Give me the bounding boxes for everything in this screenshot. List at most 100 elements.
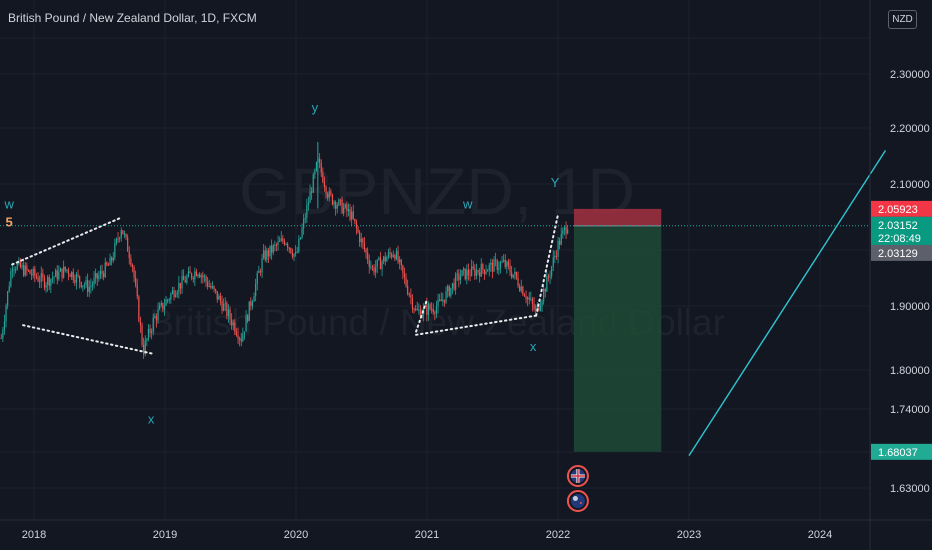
candle-body: [138, 296, 140, 322]
candle-body: [520, 286, 522, 291]
candle-body: [535, 308, 537, 310]
candle-body: [223, 304, 225, 311]
candle-body: [544, 289, 546, 292]
candle-body: [117, 238, 119, 240]
candle-body: [171, 290, 174, 294]
candle-body: [64, 266, 66, 271]
candle-body: [122, 230, 124, 235]
candle-body: [256, 272, 258, 284]
economic-events[interactable]: [566, 465, 589, 512]
candle-body: [154, 316, 156, 318]
candle-body: [400, 259, 402, 266]
candle-body: [269, 245, 271, 257]
candle-body: [10, 271, 12, 287]
candle-body: [216, 290, 218, 300]
candle-body: [279, 240, 281, 242]
candle-body: [101, 271, 103, 274]
candle-body: [408, 293, 410, 296]
candle-body: [434, 312, 436, 314]
candle-body: [219, 295, 222, 302]
candle-body: [173, 290, 175, 298]
candle-body: [7, 291, 9, 306]
candlestick-series: [0, 142, 569, 359]
candle-body: [443, 299, 446, 303]
candle-body: [227, 309, 230, 317]
take-profit-zone: [573, 225, 662, 452]
candle-body: [394, 255, 396, 260]
candle-body: [419, 309, 422, 318]
candle-body: [295, 252, 297, 254]
candle-body: [80, 282, 82, 288]
candle-body: [215, 289, 217, 291]
candle-body: [514, 271, 516, 275]
projection-line[interactable]: [688, 150, 887, 457]
candle-body: [354, 218, 356, 222]
candle-body: [125, 233, 127, 238]
y-tick-label: 1.80000: [890, 365, 930, 377]
grid-lines: [0, 0, 870, 520]
x-tick-label: 2023: [677, 529, 701, 541]
candle-body: [168, 299, 170, 301]
candle-body: [327, 193, 329, 198]
candle-body: [234, 322, 236, 333]
wave-label: 5: [6, 215, 13, 230]
trendlines[interactable]: [11, 213, 559, 355]
candle-body: [226, 303, 228, 317]
candle-body: [29, 270, 31, 274]
candle-body: [170, 293, 172, 300]
candle-body: [370, 266, 372, 268]
candle-body: [488, 264, 490, 271]
y-axis-ticks: 2.30000 2.20000 2.10000 1.90000 1.80000 1.740…: [890, 18, 930, 495]
candle-body: [77, 274, 79, 276]
trendline: [535, 213, 559, 317]
y-tick-label: 2.30000: [890, 69, 930, 81]
candle-body: [515, 271, 518, 278]
candle-body: [552, 257, 554, 267]
y-tick-label: 1.74000: [890, 404, 930, 416]
candle-body: [323, 182, 326, 187]
candle-body: [445, 291, 447, 303]
candle-body: [48, 276, 50, 286]
candle-body: [40, 273, 42, 282]
candle-body: [237, 335, 239, 340]
candle-body: [464, 268, 466, 280]
position-tool[interactable]: [573, 208, 662, 452]
candle-body: [451, 283, 454, 288]
candle-body: [528, 297, 530, 300]
candle-body: [456, 273, 458, 275]
candle-body: [115, 238, 118, 243]
candle-body: [507, 261, 510, 266]
candle-body: [301, 228, 303, 238]
y-tick-label: 1.90000: [890, 301, 930, 313]
candle-body: [133, 266, 135, 278]
candle-body: [34, 268, 36, 277]
candle-body: [35, 276, 38, 278]
candle-body: [427, 304, 430, 315]
candle-body: [336, 205, 338, 209]
candle-body: [429, 304, 431, 309]
wave-label: y: [312, 100, 319, 115]
candle-body: [104, 262, 106, 277]
candle-body: [559, 240, 561, 245]
candle-body: [271, 245, 273, 253]
candle-body: [203, 276, 206, 278]
candle-body: [392, 255, 394, 257]
candle-body: [266, 250, 268, 260]
candle-body: [259, 270, 262, 273]
candle-body: [210, 285, 212, 288]
current-price-tag-text: 2.03152: [878, 220, 918, 232]
candle-body: [253, 296, 255, 302]
candle-body: [435, 306, 438, 314]
candle-body: [151, 331, 153, 333]
candle-body: [187, 271, 190, 277]
candle-body: [355, 221, 358, 229]
candle-body: [155, 316, 158, 321]
candle-body: [322, 172, 324, 183]
candle-body: [471, 266, 473, 276]
candle-body: [306, 205, 308, 218]
candle-body: [16, 263, 18, 270]
currency-button[interactable]: NZD: [888, 10, 917, 29]
